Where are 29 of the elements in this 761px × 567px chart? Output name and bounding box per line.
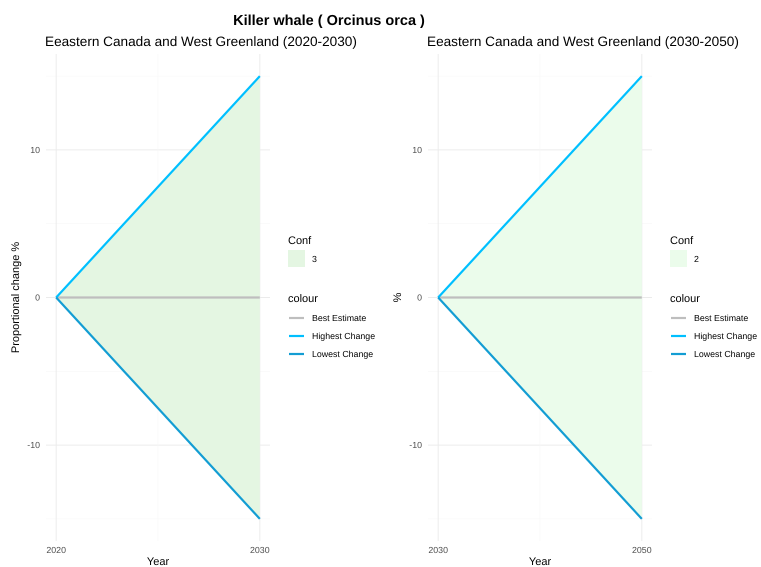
text: Conf bbox=[288, 235, 312, 247]
y-tick-label: 0 bbox=[417, 292, 422, 303]
legend-label: Best Estimate bbox=[312, 313, 366, 324]
x-axis-title: Year bbox=[528, 556, 552, 567]
y-tick-label: -10 bbox=[27, 440, 40, 450]
x-axis-title: Year bbox=[146, 556, 170, 567]
legend-title: colour bbox=[288, 293, 318, 305]
legend-label: Highest Change bbox=[312, 331, 376, 342]
text: Killer whale ( Orcinus orca ) bbox=[233, 13, 426, 29]
x-tick-label: 2030 bbox=[250, 545, 270, 555]
legend-label: 2 bbox=[694, 254, 699, 264]
legend-label: Lowest Change bbox=[312, 349, 374, 360]
legend-label: Best Estimate bbox=[694, 313, 748, 324]
legend-label: 3 bbox=[312, 254, 317, 264]
y-axis-title: Proportional change % bbox=[10, 242, 22, 354]
legend-label: Lowest Change bbox=[694, 349, 756, 360]
y-tick-label: 10 bbox=[412, 145, 422, 156]
x-tick-label: 2030 bbox=[428, 545, 448, 555]
legend-title: colour bbox=[670, 293, 700, 305]
legend-label: Highest Change bbox=[694, 331, 758, 342]
chart-subtitle: Eeastern Canada and West Greenland (2030-2050) bbox=[427, 34, 739, 49]
x-tick-label: 2020 bbox=[46, 545, 66, 555]
y-tick-label: 0 bbox=[35, 292, 40, 303]
chart-subtitle: Eeastern Canada and West Greenland (2020-2030) bbox=[45, 34, 357, 49]
y-tick-label: -10 bbox=[409, 440, 422, 450]
y-axis-title: % bbox=[392, 292, 404, 302]
x-tick-label: 2050 bbox=[632, 545, 652, 555]
y-tick-label: 10 bbox=[30, 145, 40, 156]
text: Conf bbox=[670, 235, 694, 247]
